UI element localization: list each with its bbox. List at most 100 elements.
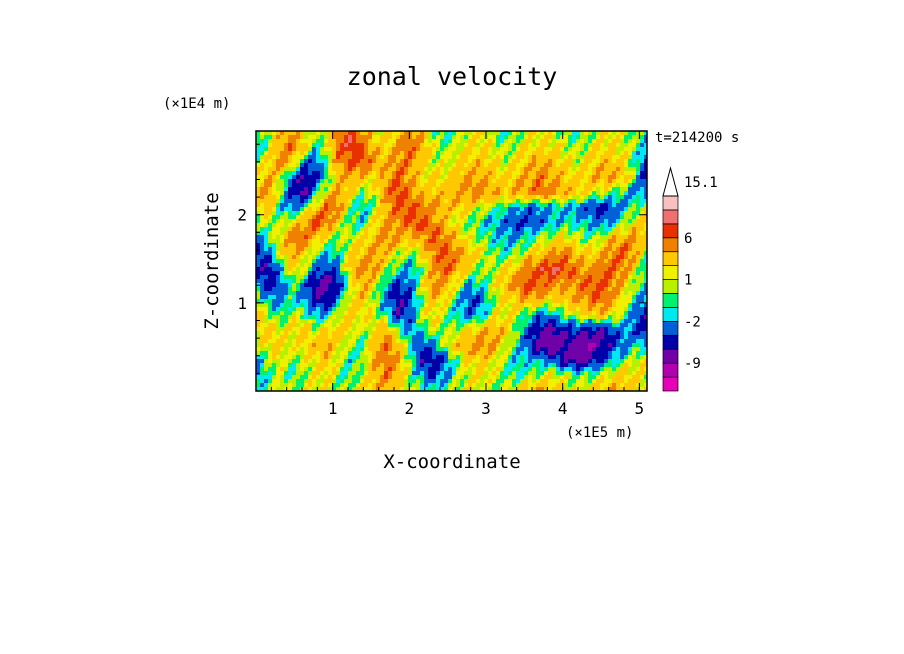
field-cell: [312, 195, 316, 199]
field-cell: [452, 331, 456, 335]
field-cell: [500, 207, 504, 211]
field-cell: [532, 247, 536, 251]
field-cell: [412, 255, 416, 259]
field-cell: [544, 207, 548, 211]
field-cell: [640, 235, 644, 239]
field-cell: [368, 299, 372, 303]
field-cell: [636, 279, 640, 283]
field-cell: [328, 295, 332, 299]
field-cell: [284, 167, 288, 171]
field-cell: [308, 187, 312, 191]
field-cell: [460, 139, 464, 143]
field-cell: [576, 311, 580, 315]
field-cell: [348, 211, 352, 215]
field-cell: [536, 139, 540, 143]
field-cell: [336, 219, 340, 223]
field-cell: [256, 207, 260, 211]
field-cell: [472, 231, 476, 235]
field-cell: [532, 255, 536, 259]
field-cell: [392, 255, 396, 259]
field-cell: [356, 247, 360, 251]
field-cell: [292, 315, 296, 319]
field-cell: [496, 135, 500, 139]
field-cell: [404, 323, 408, 327]
field-cell: [424, 187, 428, 191]
field-cell: [356, 171, 360, 175]
field-cell: [620, 207, 624, 211]
field-cell: [536, 223, 540, 227]
field-cell: [376, 319, 380, 323]
field-cell: [448, 287, 452, 291]
field-cell: [268, 231, 272, 235]
field-cell: [448, 315, 452, 319]
field-cell: [580, 139, 584, 143]
field-cell: [432, 315, 436, 319]
field-cell: [612, 295, 616, 299]
field-cell: [548, 323, 552, 327]
field-cell: [272, 143, 276, 147]
field-cell: [644, 163, 647, 167]
field-cell: [436, 287, 440, 291]
field-cell: [624, 139, 628, 143]
field-cell: [564, 303, 568, 307]
field-cell: [624, 163, 628, 167]
field-cell: [308, 159, 312, 163]
field-cell: [540, 231, 544, 235]
field-cell: [324, 291, 328, 295]
field-cell: [372, 323, 376, 327]
field-cell: [320, 239, 324, 243]
field-cell: [592, 191, 596, 195]
field-cell: [360, 223, 364, 227]
field-cell: [296, 195, 300, 199]
field-cell: [592, 283, 596, 287]
field-cell: [644, 191, 647, 195]
field-cell: [600, 303, 604, 307]
field-cell: [604, 319, 608, 323]
field-cell: [368, 239, 372, 243]
field-cell: [536, 247, 540, 251]
field-cell: [464, 191, 468, 195]
field-cell: [628, 211, 632, 215]
field-cell: [576, 215, 580, 219]
field-cell: [580, 195, 584, 199]
field-cell: [540, 315, 544, 319]
field-cell: [492, 271, 496, 275]
field-cell: [260, 247, 264, 251]
field-cell: [296, 147, 300, 151]
field-cell: [364, 295, 368, 299]
field-cell: [508, 267, 512, 271]
field-cell: [428, 195, 432, 199]
field-cell: [312, 251, 316, 255]
field-cell: [364, 151, 368, 155]
field-cell: [372, 227, 376, 231]
field-cell: [544, 195, 548, 199]
field-cell: [492, 251, 496, 255]
field-cell: [576, 247, 580, 251]
field-cell: [596, 183, 600, 187]
field-cell: [372, 143, 376, 147]
field-cell: [300, 255, 304, 259]
field-cell: [408, 239, 412, 243]
field-cell: [380, 291, 384, 295]
field-cell: [276, 203, 280, 207]
field-cell: [400, 143, 404, 147]
field-cell: [356, 299, 360, 303]
field-cell: [268, 131, 272, 135]
field-cell: [584, 187, 588, 191]
field-cell: [300, 215, 304, 219]
field-cell: [272, 295, 276, 299]
field-cell: [492, 219, 496, 223]
field-cell: [420, 283, 424, 287]
field-cell: [392, 299, 396, 303]
field-cell: [616, 159, 620, 163]
field-cell: [256, 279, 260, 283]
field-cell: [516, 235, 520, 239]
field-cell: [600, 299, 604, 303]
field-cell: [500, 331, 504, 335]
field-cell: [608, 163, 612, 167]
field-cell: [384, 231, 388, 235]
field-cell: [276, 263, 280, 267]
field-cell: [628, 331, 632, 335]
field-cell: [480, 299, 484, 303]
field-cell: [564, 183, 568, 187]
